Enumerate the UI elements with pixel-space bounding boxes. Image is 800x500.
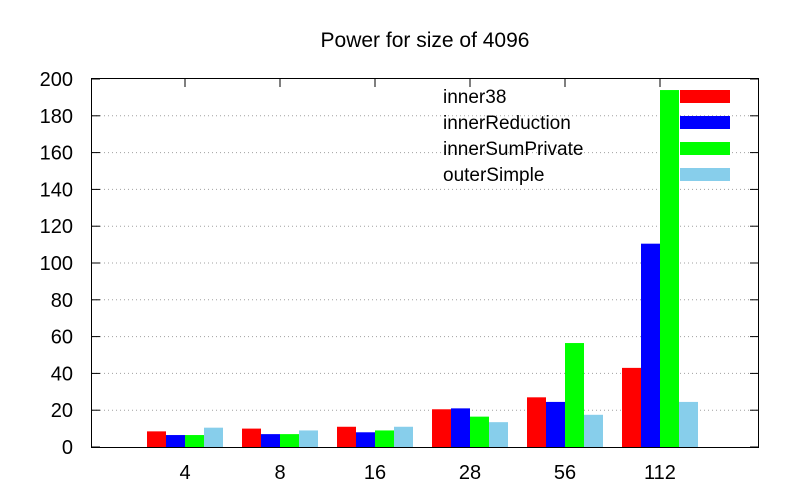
bar-innerSumPrivate-28 — [470, 416, 489, 447]
y-tick-label: 160 — [40, 143, 73, 165]
bar-inner38-4 — [147, 431, 166, 447]
y-tick-label: 80 — [51, 290, 73, 312]
bar-outerSimple-56 — [584, 414, 603, 447]
x-tick-label: 16 — [364, 462, 386, 484]
legend-swatch-innerSumPrivate — [680, 142, 730, 155]
chart-title: Power for size of 4096 — [321, 29, 530, 52]
plot-frame — [91, 78, 759, 448]
bar-innerReduction-16 — [356, 432, 375, 447]
bar-innerSumPrivate-16 — [375, 430, 394, 447]
bar-outerSimple-16 — [394, 426, 413, 447]
grid-lines — [92, 115, 758, 411]
legend-label-inner38: inner38 — [443, 87, 506, 108]
bar-innerReduction-28 — [451, 408, 470, 447]
bar-innerReduction-56 — [546, 401, 565, 447]
y-tick-label: 180 — [40, 106, 73, 128]
y-tick-label: 40 — [51, 363, 73, 385]
x-tick-label: 8 — [274, 462, 285, 484]
bar-innerSumPrivate-8 — [280, 434, 299, 447]
x-tick-label: 4 — [179, 462, 190, 484]
bar-innerReduction-112 — [641, 243, 660, 447]
x-tick-label: 28 — [459, 462, 481, 484]
y-tick-label: 0 — [62, 437, 73, 459]
y-tick-label: 100 — [40, 253, 73, 275]
bar-innerSumPrivate-112 — [660, 90, 679, 447]
legend-label-innerSumPrivate: innerSumPrivate — [443, 139, 583, 160]
bar-outerSimple-8 — [299, 430, 318, 447]
legend-swatch-outerSimple — [680, 168, 730, 181]
bar-inner38-8 — [242, 428, 261, 447]
bar-innerReduction-8 — [261, 434, 280, 447]
legend-label-outerSimple: outerSimple — [443, 165, 544, 186]
bar-outerSimple-28 — [489, 422, 508, 447]
bar-inner38-112 — [622, 367, 641, 447]
bar-innerSumPrivate-56 — [565, 343, 584, 447]
x-tick-label: 112 — [644, 462, 676, 484]
bars — [147, 90, 698, 447]
bar-outerSimple-112 — [679, 401, 698, 447]
bar-outerSimple-4 — [204, 427, 223, 447]
x-axis: 4 8 16 28 56 112 — [179, 79, 676, 484]
x-tick-label: 56 — [554, 462, 576, 484]
y-tick-label: 140 — [40, 179, 73, 201]
y-tick-label: 60 — [51, 327, 73, 349]
legend-swatch-inner38 — [680, 90, 730, 103]
y-tick-label: 200 — [40, 69, 73, 91]
y-tick-label: 120 — [40, 216, 73, 238]
legend-swatch-innerReduction — [680, 116, 730, 129]
legend-label-innerReduction: innerReduction — [443, 113, 571, 134]
bar-inner38-56 — [527, 397, 546, 447]
legend: inner38 innerReduction innerSumPrivate oute… — [443, 87, 730, 186]
bar-inner38-28 — [432, 409, 451, 447]
y-tick-label: 20 — [51, 400, 73, 422]
y-axis: 0 20 40 60 80 100 120 140 160 180 200 — [40, 69, 758, 459]
bar-innerReduction-4 — [166, 435, 185, 447]
bar-innerSumPrivate-4 — [185, 435, 204, 447]
bar-inner38-16 — [337, 426, 356, 447]
